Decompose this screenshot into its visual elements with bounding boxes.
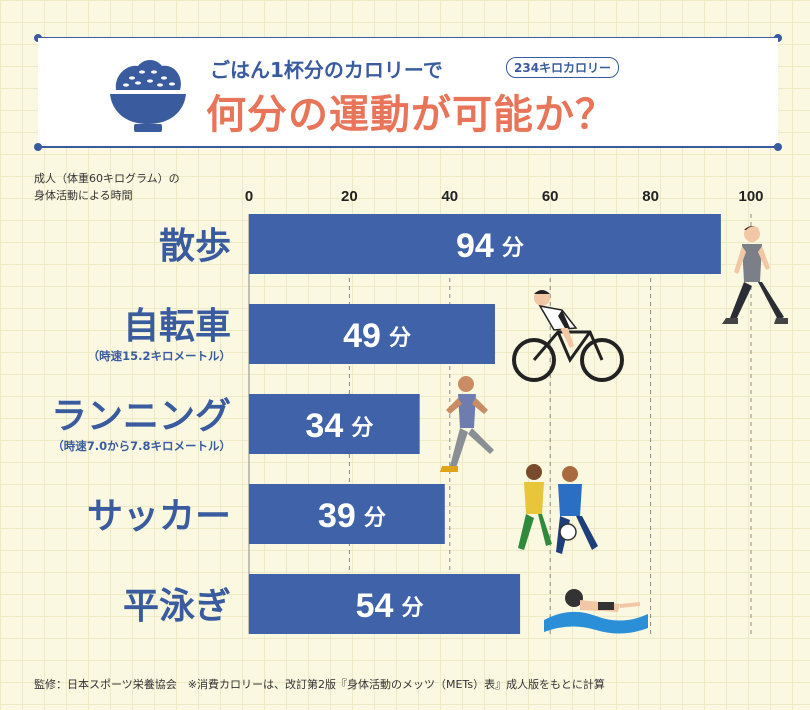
- axis-note-line1: 成人（体重60キログラム）の: [34, 172, 180, 185]
- data-label: 49: [343, 317, 381, 355]
- data-label-unit: 分: [351, 416, 373, 441]
- data-label-unit: 分: [364, 506, 386, 531]
- category-note: （時速7.0から7.8キロメートル）: [52, 439, 231, 453]
- bar: [249, 394, 420, 454]
- x-tick-label: 40: [441, 188, 458, 205]
- data-label: 34: [305, 407, 343, 445]
- x-tick-label: 0: [245, 188, 253, 205]
- axis-note: 成人（体重60キログラム）の 身体活動による時間: [34, 170, 180, 204]
- calorie-badge: 234キロカロリー: [506, 57, 620, 78]
- bar: [249, 214, 721, 274]
- category-label: 散歩: [159, 226, 231, 267]
- swimmer-illustration: [544, 589, 648, 634]
- category-label: 平泳ぎ: [123, 586, 231, 627]
- axis-note-line2: 身体活動による時間: [34, 189, 133, 202]
- title-line2: 何分の運動が可能か？: [206, 92, 616, 138]
- category-label: 自転車: [123, 306, 231, 347]
- rice-bowl-icon: [110, 60, 186, 132]
- data-label: 39: [318, 497, 356, 535]
- data-label: 94: [456, 227, 494, 265]
- category-label: ランニング: [51, 396, 231, 437]
- data-label-unit: 分: [502, 236, 524, 261]
- x-tick-label: 80: [642, 188, 659, 205]
- x-tick-label: 20: [341, 188, 358, 205]
- bar: [249, 574, 521, 634]
- category-note: （時速15.2キロメートル）: [88, 349, 231, 363]
- bar: [249, 304, 495, 364]
- data-label-unit: 分: [389, 326, 411, 351]
- soccer-players-illustration: [518, 464, 598, 554]
- footer-note: 監修：日本スポーツ栄養協会 ※消費カロリーは、改訂第2版『身体活動のメッツ（ME…: [34, 678, 605, 691]
- runner-illustration: [440, 376, 494, 472]
- bar: [249, 484, 445, 544]
- header-bottom-rule: [34, 143, 782, 151]
- cyclist-illustration: [512, 290, 624, 382]
- x-tick-label: 60: [542, 188, 559, 205]
- data-label-unit: 分: [402, 596, 424, 621]
- title-line1: ごはん1杯分のカロリーで: [210, 58, 443, 82]
- x-tick-label: 100: [738, 188, 763, 205]
- walker-illustration: [722, 226, 788, 324]
- data-label: 54: [356, 587, 394, 625]
- category-label: サッカー: [87, 496, 231, 537]
